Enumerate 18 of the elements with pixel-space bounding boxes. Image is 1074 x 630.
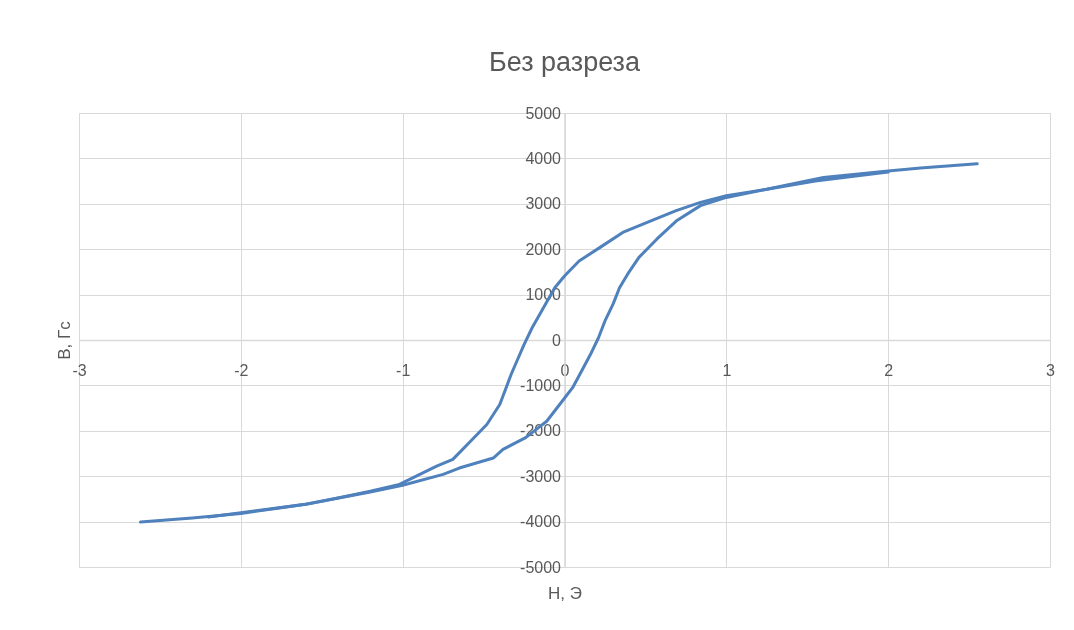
y-tick-label: 0 [552,331,562,349]
y-tick-label: 2000 [525,240,562,258]
y-tick-label: 4000 [525,149,562,167]
x-axis-title: H, Э [548,583,582,603]
x-tick-label: 1 [722,361,732,379]
x-tick-label: -3 [72,361,87,379]
x-tick-label: -2 [234,361,249,379]
y-tick-label: -5000 [520,558,562,576]
x-tick-label: 3 [1046,361,1056,379]
y-tick-label: -3000 [520,467,562,485]
y-tick-label: 5000 [525,104,562,122]
y-axis-title: B, Гс [54,320,74,360]
y-tick-label: 3000 [525,195,562,213]
y-tick-label: -1000 [520,376,562,394]
x-tick-label: 2 [884,361,894,379]
chart-title: Без разреза [489,47,641,77]
x-tick-label: -1 [396,361,411,379]
y-tick-label: -4000 [520,513,562,531]
